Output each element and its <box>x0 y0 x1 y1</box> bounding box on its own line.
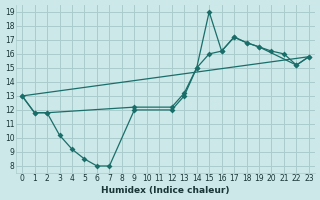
X-axis label: Humidex (Indice chaleur): Humidex (Indice chaleur) <box>101 186 230 195</box>
